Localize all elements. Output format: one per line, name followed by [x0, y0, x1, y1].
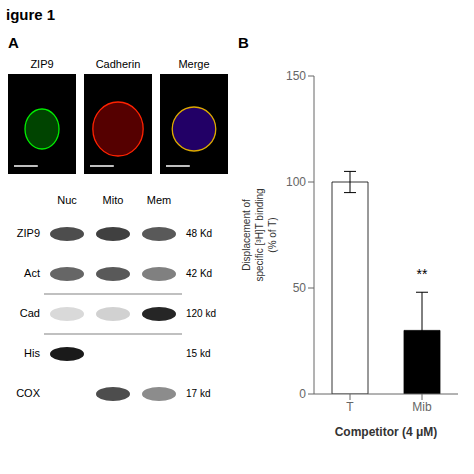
svg-text:Mem: Mem	[147, 194, 171, 206]
svg-text:42 Kd: 42 Kd	[186, 268, 212, 279]
svg-text:His: His	[24, 347, 40, 359]
svg-text:Mito: Mito	[103, 194, 124, 206]
html-text:A: A	[8, 34, 19, 51]
svg-text:Mib: Mib	[412, 400, 432, 414]
svg-text:50: 50	[293, 281, 307, 295]
html-text:igure 1: igure 1	[6, 6, 56, 23]
svg-text:48 Kd: 48 Kd	[186, 228, 212, 239]
svg-text:15 kd: 15 kd	[186, 348, 210, 359]
svg-text:Cadherin: Cadherin	[96, 58, 141, 70]
svg-text:120 kd: 120 kd	[186, 308, 216, 319]
svg-text:COX: COX	[16, 387, 41, 399]
svg-text:100: 100	[286, 175, 306, 189]
svg-text:T: T	[346, 400, 354, 414]
svg-text:**: **	[417, 266, 428, 282]
svg-text:Nuc: Nuc	[57, 194, 77, 206]
svg-text:17 kd: 17 kd	[186, 388, 210, 399]
svg-text:Merge: Merge	[178, 58, 209, 70]
svg-text:Cad: Cad	[20, 307, 40, 319]
svg-text:Act: Act	[24, 267, 40, 279]
svg-text:150: 150	[286, 69, 306, 83]
svg-text:ZIP9: ZIP9	[17, 227, 40, 239]
html-text:B: B	[238, 34, 249, 51]
svg-text:0: 0	[299, 387, 306, 401]
svg-text:Displacement ofspecific [³H]T: Displacement ofspecific [³H]T binding(% …	[241, 188, 278, 281]
svg-text:ZIP9: ZIP9	[30, 58, 53, 70]
svg-text:Competitor (4 μM): Competitor (4 μM)	[335, 425, 438, 439]
